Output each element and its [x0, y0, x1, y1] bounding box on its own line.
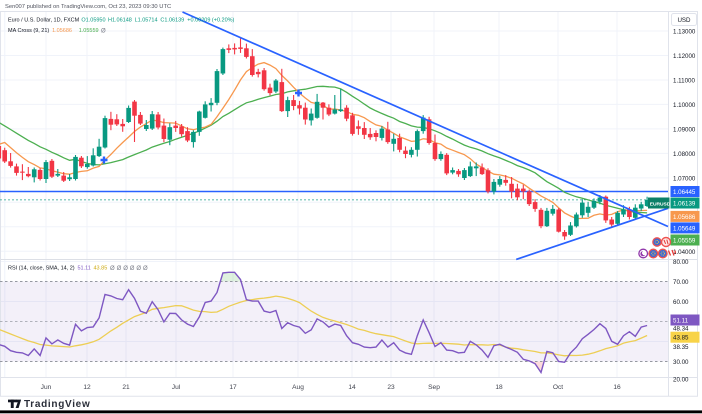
- svg-text:1.08000: 1.08000: [673, 151, 696, 158]
- svg-text:21: 21: [122, 384, 130, 391]
- svg-text:Sep: Sep: [428, 384, 440, 391]
- svg-text:Ø: Ø: [130, 266, 135, 272]
- svg-text:+0.00209 (+0.20%): +0.00209 (+0.20%): [187, 18, 234, 24]
- svg-text:1.07000: 1.07000: [673, 175, 696, 182]
- svg-text:48.34: 48.34: [673, 325, 689, 332]
- svg-text:H1.06148: H1.06148: [108, 18, 132, 24]
- svg-text:Ø: Ø: [143, 266, 148, 272]
- svg-text:1.10000: 1.10000: [673, 102, 696, 109]
- svg-text:Ø: Ø: [101, 28, 106, 34]
- svg-text:Oct: Oct: [553, 384, 563, 391]
- svg-text:1.05686: 1.05686: [52, 28, 72, 34]
- svg-text:51.11: 51.11: [673, 317, 689, 324]
- svg-text:43.85: 43.85: [673, 335, 689, 342]
- svg-text:43.85: 43.85: [94, 266, 108, 272]
- svg-text:20.00: 20.00: [673, 377, 689, 384]
- svg-text:1.04000: 1.04000: [673, 249, 696, 256]
- svg-text:14: 14: [348, 384, 356, 391]
- svg-text:Ø: Ø: [110, 266, 115, 272]
- svg-text:Ø: Ø: [117, 266, 122, 272]
- svg-text:16: 16: [613, 384, 621, 391]
- svg-text:Euro / U.S. Dollar, 1D, FXCM: Euro / U.S. Dollar, 1D, FXCM: [8, 18, 80, 24]
- svg-text:1.12000: 1.12000: [673, 53, 696, 60]
- svg-text:Sen007 published on TradingVie: Sen007 published on TradingView.com, Oct…: [5, 4, 171, 10]
- svg-text:Aug: Aug: [292, 384, 304, 391]
- svg-text:51.11: 51.11: [78, 266, 91, 272]
- svg-text:O1.05950: O1.05950: [81, 18, 105, 24]
- svg-text:RSI (14, close, SMA, 14, 2): RSI (14, close, SMA, 14, 2): [8, 266, 75, 272]
- svg-text:1.05686: 1.05686: [673, 214, 696, 221]
- svg-text:23: 23: [387, 384, 395, 391]
- svg-text:Ø: Ø: [136, 266, 141, 272]
- svg-text:EURUSD: EURUSD: [650, 201, 671, 207]
- svg-text:80.00: 80.00: [673, 259, 689, 266]
- svg-text:L1.05714: L1.05714: [135, 18, 158, 24]
- svg-text:MA Cross (9, 21): MA Cross (9, 21): [8, 28, 49, 34]
- svg-text:30.00: 30.00: [673, 359, 689, 366]
- svg-text:1.11000: 1.11000: [673, 77, 695, 84]
- svg-text:1.05559: 1.05559: [79, 28, 99, 34]
- svg-text:1.05649: 1.05649: [673, 225, 696, 232]
- svg-text:70.00: 70.00: [673, 279, 689, 286]
- svg-text:1.05559: 1.05559: [673, 237, 696, 244]
- svg-text:1.06139: 1.06139: [673, 200, 696, 207]
- svg-text:60.00: 60.00: [673, 299, 689, 306]
- svg-text:Jun: Jun: [41, 384, 52, 391]
- svg-text:1.06445: 1.06445: [673, 189, 696, 196]
- svg-text:USD: USD: [677, 17, 691, 24]
- svg-text:TradingView: TradingView: [24, 399, 90, 410]
- svg-text:C1.06139: C1.06139: [160, 18, 184, 24]
- svg-text:Jul: Jul: [172, 384, 181, 391]
- svg-text:Ø: Ø: [123, 266, 128, 272]
- svg-text:17: 17: [229, 384, 237, 391]
- svg-text:18: 18: [495, 384, 503, 391]
- svg-text:1.13000: 1.13000: [673, 29, 696, 36]
- svg-text:1.09000: 1.09000: [673, 126, 696, 133]
- svg-text:12: 12: [83, 384, 91, 391]
- svg-text:38.35: 38.35: [673, 344, 689, 351]
